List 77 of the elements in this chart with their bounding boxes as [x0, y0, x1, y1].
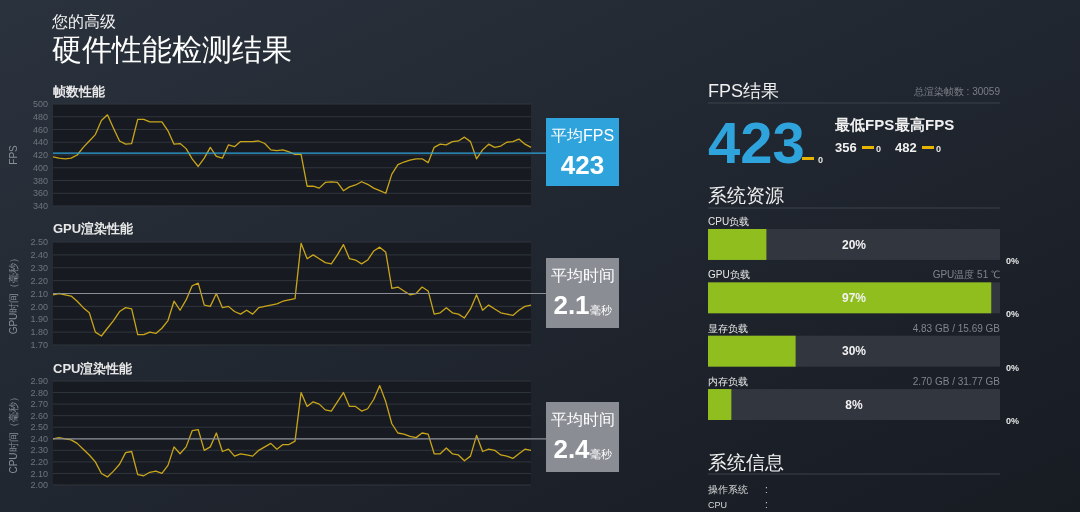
y-tick-label: 460 — [32, 124, 48, 135]
text: 0 — [876, 144, 882, 154]
text: 0% — [1006, 416, 1020, 426]
annotation: 4.83 GB / 15.69 GB — [912, 322, 1001, 334]
chart-title: CPU渲染性能 — [53, 361, 134, 376]
text: 0% — [1006, 362, 1020, 373]
y-tick-label: 2.00 — [30, 301, 48, 312]
data-label: 30% — [841, 344, 867, 359]
y-tick-label: 2.30 — [30, 445, 48, 456]
y-tick-label: 2.90 — [30, 376, 48, 387]
text: 0% — [1006, 309, 1020, 320]
line-series — [52, 114, 532, 194]
text: FPS结果 — [708, 81, 780, 101]
y-tick-label: 2.00 — [30, 480, 48, 491]
annotation: 2.70 GB / 31.77 GB — [912, 376, 1001, 388]
text: 0 — [936, 144, 942, 154]
y-tick-label: 1.90 — [30, 314, 48, 325]
y-tick-label: 2.10 — [30, 468, 48, 479]
y-axis-title: FPS — [8, 144, 19, 165]
y-tick-label: 440 — [32, 137, 48, 148]
y-tick-label: 2.40 — [30, 433, 48, 444]
y-tick-label: CPU负载 — [708, 216, 750, 227]
bar — [708, 389, 732, 420]
y-tick-label: 2.80 — [30, 387, 48, 398]
text: 硬件性能检测结果 — [52, 33, 292, 66]
ref-line-label: 平均时间 — [550, 411, 615, 428]
y-tick-label: 2.20 — [30, 457, 48, 468]
y-tick-label: 2.30 — [30, 262, 48, 273]
text: CPU — [708, 500, 728, 510]
text: 2.4毫秒 — [553, 434, 612, 464]
text: 356 — [835, 140, 857, 155]
bar — [708, 229, 767, 260]
y-tick-label: 2.40 — [30, 250, 48, 261]
chart-title: GPU渲染性能 — [53, 221, 135, 236]
text: 您的高级 — [51, 13, 116, 30]
ref-line-label: 平均时间 — [550, 267, 615, 284]
y-axis-title: GPU时间（毫秒） — [8, 252, 19, 335]
text: 总渲染帧数 : 30059 — [912, 86, 1001, 97]
text: 操作系统 — [708, 484, 748, 495]
text: 2.1毫秒 — [553, 290, 612, 320]
y-tick-label: 500 — [32, 99, 48, 110]
y-tick-label: 2.60 — [30, 410, 48, 421]
text: 最低FPS — [834, 116, 895, 133]
text: 482 — [895, 140, 917, 155]
data-label: 20% — [841, 237, 867, 252]
y-tick-label: 2.50 — [30, 422, 48, 433]
y-tick-label: 400 — [32, 162, 48, 173]
y-tick-label: 1.80 — [30, 327, 48, 338]
text: : — [765, 484, 768, 495]
y-tick-label: 480 — [32, 111, 48, 122]
data-label: 97% — [841, 291, 867, 306]
y-tick-label: 显存负载 — [708, 322, 748, 334]
line-series — [52, 242, 532, 337]
y-tick-label: GPU负载 — [708, 269, 750, 281]
text: 系统信息 — [708, 452, 784, 473]
y-tick-label: 内存负载 — [708, 376, 748, 388]
chart-title: 帧数性能 — [53, 84, 106, 99]
y-tick-label: 380 — [32, 175, 48, 186]
data-label: 8% — [845, 397, 863, 412]
y-tick-label: 340 — [32, 201, 48, 212]
text: 423 — [708, 110, 805, 175]
annotation: GPU温度 51 ℃ — [932, 269, 1000, 281]
ref-line-label: 平均FPS — [550, 127, 615, 144]
text: 423 — [560, 150, 605, 180]
text: 0% — [1006, 255, 1020, 266]
y-tick-label: 360 — [32, 188, 48, 199]
y-axis-title: CPU时间（毫秒） — [8, 392, 19, 474]
y-tick-label: 1.70 — [30, 340, 48, 351]
text: 0 — [818, 155, 824, 165]
y-tick-label: 2.70 — [30, 399, 48, 410]
chart-title: 系统资源 — [708, 185, 784, 206]
y-tick-label: 420 — [32, 150, 48, 161]
text: 最高FPS — [894, 116, 955, 133]
y-tick-label: 2.20 — [30, 275, 48, 286]
y-tick-label: 2.10 — [30, 288, 48, 299]
y-tick-label: 2.50 — [30, 237, 48, 248]
text: : — [765, 499, 768, 510]
